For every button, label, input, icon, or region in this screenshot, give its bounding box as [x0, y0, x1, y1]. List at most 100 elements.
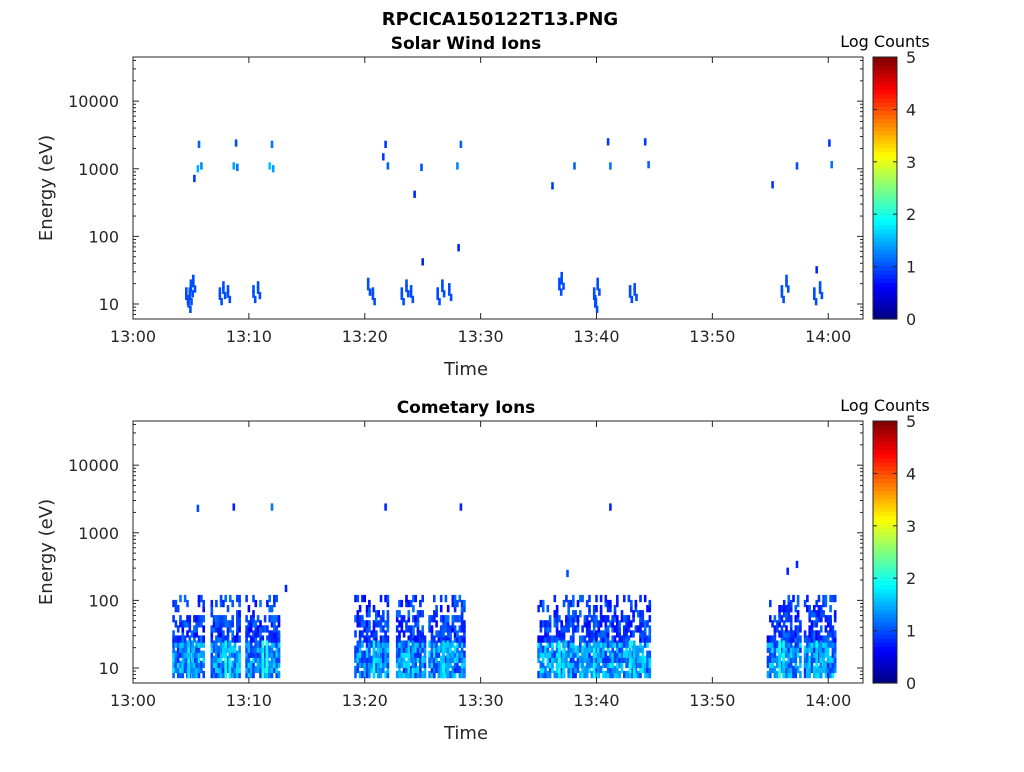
- data-cell: [400, 599, 404, 608]
- data-cell: [453, 645, 457, 653]
- data-cell: [421, 645, 424, 653]
- data-cell: [356, 594, 360, 603]
- data-cell: [803, 665, 807, 674]
- data-cell: [799, 625, 802, 633]
- data-cell: [576, 655, 580, 663]
- data-cell: [453, 594, 457, 603]
- data-cell: [183, 665, 187, 674]
- data-cell: [414, 615, 417, 623]
- data-cell: [411, 640, 415, 648]
- data-cell: [599, 630, 603, 638]
- colorbar-segment: [873, 220, 897, 226]
- data-cell: [618, 655, 621, 663]
- data-cell: [382, 655, 385, 663]
- data-cell: [627, 635, 631, 643]
- data-cell: [794, 670, 798, 679]
- data-cell: [411, 655, 415, 663]
- data-cell: [625, 620, 628, 628]
- data-cell: [583, 635, 587, 643]
- data-cell: [212, 625, 216, 633]
- data-cell: [386, 665, 390, 674]
- data-cell: [398, 599, 401, 608]
- data-cell: [268, 670, 271, 679]
- data-cell: [585, 630, 589, 638]
- data-cell: [436, 287, 439, 295]
- data-cell: [442, 615, 445, 623]
- data-cell: [215, 670, 218, 679]
- data-cell: [430, 635, 434, 643]
- data-cell: [181, 660, 185, 669]
- data-cell: [769, 615, 772, 623]
- data-cell: [400, 287, 404, 295]
- data-cell: [382, 640, 385, 648]
- colorbar-segment: [873, 470, 897, 475]
- data-cell: [815, 620, 818, 628]
- data-cell: [238, 599, 241, 608]
- data-cell: [810, 625, 814, 633]
- colorbar-segment: [873, 93, 897, 99]
- data-cell: [412, 594, 415, 603]
- data-cell: [606, 665, 610, 674]
- data-cell: [183, 594, 187, 603]
- data-cell: [824, 599, 828, 608]
- data-cell: [555, 615, 559, 623]
- colorbar-segment: [873, 601, 897, 606]
- data-cell: [588, 630, 591, 638]
- data-cell: [384, 503, 387, 511]
- data-cell: [358, 635, 362, 643]
- data-cell: [261, 670, 265, 679]
- data-cell: [435, 650, 438, 658]
- data-cell: [824, 650, 828, 658]
- data-cell: [433, 635, 436, 643]
- data-cell: [179, 635, 182, 643]
- colorbar-segment: [873, 298, 897, 304]
- data-cell: [382, 625, 385, 633]
- data-cell: [271, 165, 275, 173]
- data-cell: [773, 625, 777, 633]
- data-cell: [553, 670, 557, 679]
- data-cell: [210, 660, 214, 669]
- data-cell: [375, 665, 378, 674]
- data-cell: [195, 655, 198, 663]
- data-cell: [444, 660, 448, 669]
- data-cell: [210, 635, 214, 643]
- data-cell: [460, 625, 464, 633]
- data-cell: [551, 660, 554, 669]
- data-cell: [449, 293, 453, 302]
- data-cell: [407, 635, 411, 643]
- data-cell: [808, 610, 811, 618]
- data-cell: [833, 665, 837, 674]
- data-cell: [583, 670, 587, 679]
- data-cell: [627, 620, 631, 628]
- data-cell: [539, 645, 543, 653]
- data-cell: [639, 670, 642, 679]
- data-cell: [558, 283, 561, 291]
- data-cell: [268, 660, 271, 669]
- data-cell: [562, 635, 566, 643]
- data-cell: [796, 625, 800, 633]
- data-cell: [193, 174, 196, 183]
- data-cell: [826, 650, 830, 658]
- data-cell: [222, 640, 225, 648]
- data-cell: [379, 660, 383, 669]
- data-cell: [548, 650, 552, 658]
- data-cell: [597, 620, 601, 628]
- data-cell: [558, 660, 561, 669]
- data-cell: [831, 660, 835, 669]
- data-cell: [231, 630, 234, 638]
- data-cell: [794, 625, 798, 633]
- data-cell: [210, 610, 214, 618]
- data-cell: [446, 670, 449, 679]
- data-cell: [643, 655, 647, 663]
- data-cell: [773, 655, 777, 663]
- colorbar-segment: [873, 552, 897, 557]
- data-cell: [581, 625, 584, 633]
- data-cell: [233, 635, 237, 643]
- data-cell: [405, 660, 408, 669]
- data-cell: [625, 645, 628, 653]
- data-cell: [831, 640, 835, 648]
- data-cell: [179, 645, 182, 653]
- data-cell: [588, 665, 591, 674]
- data-cell: [588, 605, 591, 613]
- data-cell: [463, 665, 466, 674]
